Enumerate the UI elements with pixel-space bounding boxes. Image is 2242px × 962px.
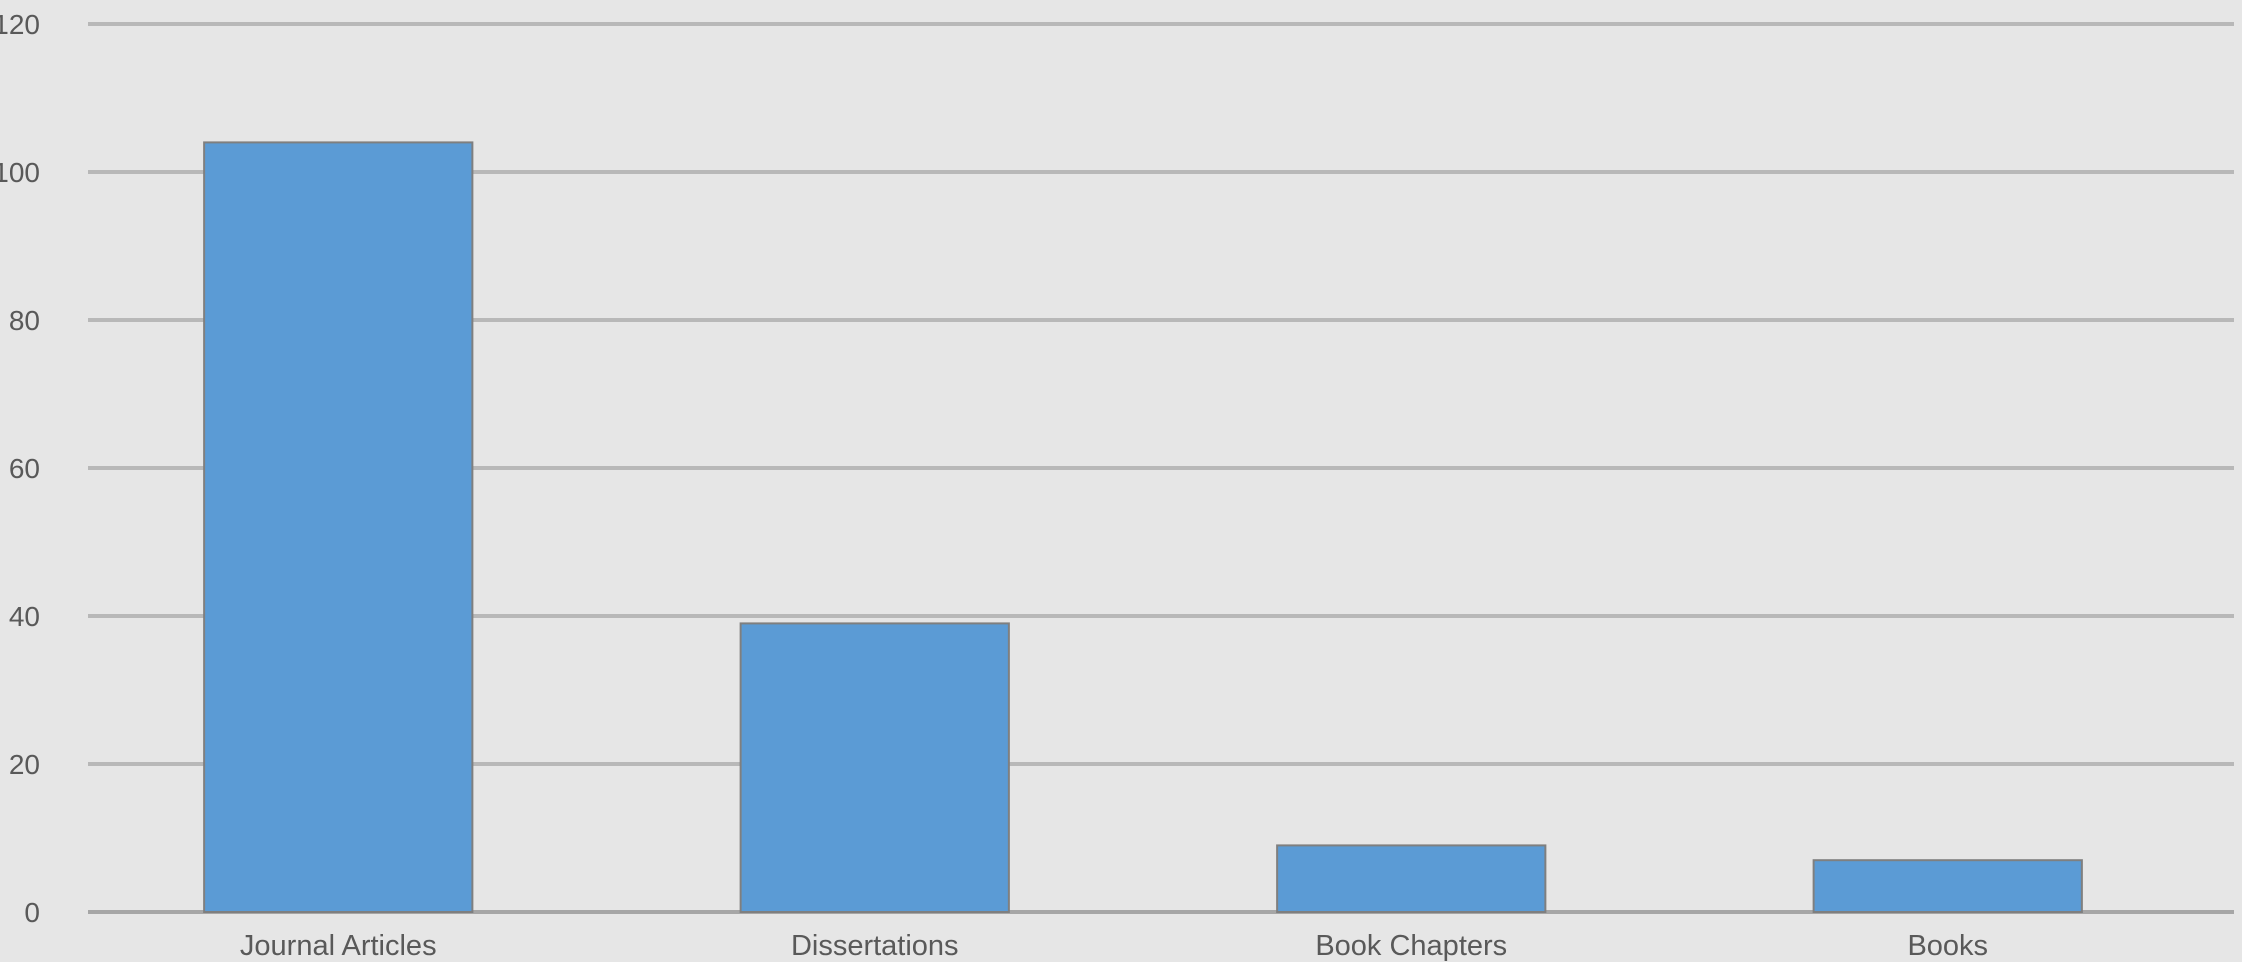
bar-books: [1812, 859, 2083, 914]
y-tick-label: 60: [9, 453, 40, 484]
x-axis-category-labels: Journal Articles Dissertations Book Chapte…: [240, 930, 1988, 962]
bar-journal-articles: [203, 141, 474, 913]
y-tick-label: 100: [0, 157, 40, 188]
bar-dissertations: [739, 622, 1010, 914]
y-tick-label: 80: [9, 305, 40, 336]
y-tick-label: 20: [9, 749, 40, 780]
y-axis-tick-labels: 0 20 40 60 80 100 120: [0, 9, 40, 928]
x-category-label: Dissertations: [791, 930, 959, 962]
y-tick-label: 120: [0, 9, 40, 40]
bars: [203, 141, 2083, 914]
bar-book-chapters: [1276, 844, 1547, 914]
x-category-label: Book Chapters: [1315, 930, 1507, 962]
y-tick-label: 40: [9, 601, 40, 632]
x-category-label: Books: [1907, 930, 1988, 962]
y-tick-label: 0: [24, 897, 40, 928]
x-category-label: Journal Articles: [240, 930, 437, 962]
